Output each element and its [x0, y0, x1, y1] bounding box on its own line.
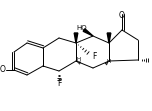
Polygon shape — [107, 33, 111, 43]
Text: F: F — [57, 78, 61, 87]
Text: F: F — [92, 53, 96, 61]
Text: H: H — [77, 57, 81, 62]
Polygon shape — [74, 33, 78, 43]
Text: HO: HO — [77, 25, 87, 31]
Polygon shape — [83, 29, 93, 36]
Text: O: O — [119, 12, 125, 21]
Text: H: H — [107, 59, 111, 64]
Text: O: O — [0, 65, 6, 74]
